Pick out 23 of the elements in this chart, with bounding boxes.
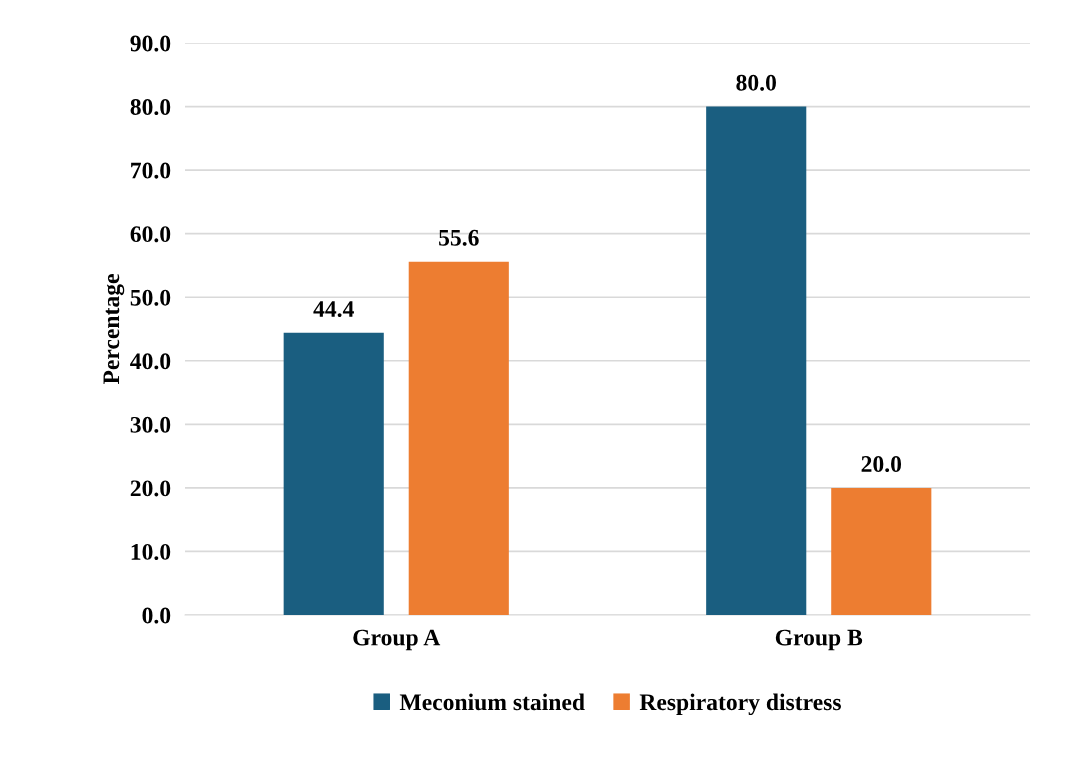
- x-tick-label: Group A: [353, 629, 441, 651]
- bar: [831, 487, 932, 615]
- bar: [408, 261, 509, 615]
- data-label: 44.4: [313, 301, 354, 318]
- x-tick-label: Group B: [775, 629, 863, 651]
- data-label: 20.0: [861, 456, 902, 473]
- y-tick-label: 40.0: [130, 353, 171, 370]
- y-tick-label: 10.0: [131, 543, 171, 560]
- data-label: 55.6: [439, 229, 479, 246]
- y-tick-label: 0.0: [142, 607, 171, 624]
- y-tick-label: 50.0: [130, 289, 171, 306]
- y-tick-label: 70.0: [131, 162, 171, 179]
- legend-label: Respiratory distress: [639, 693, 841, 716]
- bar: [706, 106, 807, 615]
- y-tick-label: 20.0: [130, 480, 171, 497]
- data-label: 80.0: [736, 74, 776, 91]
- y-tick-label: 30.0: [130, 416, 171, 433]
- y-axis-title: Percentage: [103, 274, 125, 385]
- bar: [283, 332, 384, 615]
- legend-label: Meconium stained: [399, 693, 585, 711]
- y-tick-label: 90.0: [130, 35, 171, 52]
- y-tick-label: 80.0: [130, 99, 171, 116]
- y-tick-label: 60.0: [130, 226, 171, 243]
